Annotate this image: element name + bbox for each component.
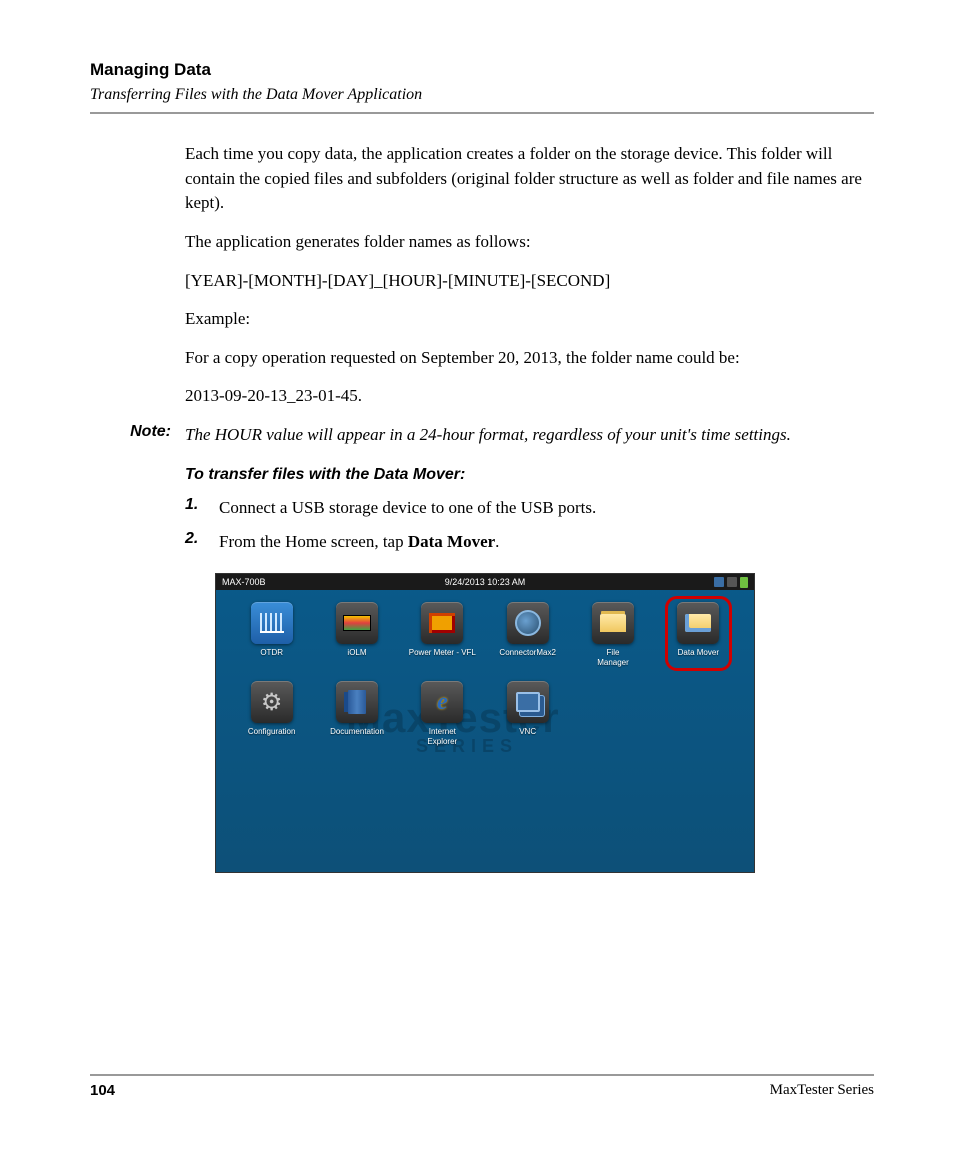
device-statusbar: MAX-700B 9/24/2013 10:23 AM [216,574,754,590]
app-icon-config[interactable]: ⚙ Configuration [234,681,309,746]
device-model-label: MAX-700B [222,577,266,587]
step-row: 1. Connect a USB storage device to one o… [185,496,874,521]
power-icon [421,602,463,644]
section-subtitle: Transferring Files with the Data Mover A… [90,86,874,104]
step-text: From the Home screen, tap Data Mover. [219,530,499,555]
battery-icon [740,577,748,588]
step-text-post: . [495,532,499,551]
app-icon-otdr[interactable]: OTDR [234,602,309,667]
app-icon-file[interactable]: File Manager [575,602,650,667]
data-icon [677,602,719,644]
app-icon-label: OTDR [234,648,309,658]
app-icon-doc[interactable]: Documentation [319,681,394,746]
app-icon-data[interactable]: Data Mover [661,602,736,667]
device-datetime: 9/24/2013 10:23 AM [216,577,754,587]
ie-icon [421,681,463,723]
app-icon-label: VNC [490,727,565,737]
file-icon [592,602,634,644]
app-icon-label: File Manager [575,648,650,667]
iolm-icon [336,602,378,644]
embedded-screenshot: MAX-700B 9/24/2013 10:23 AM MaxTester SE… [215,573,874,873]
page-footer: 104 MaxTester Series [90,1074,874,1099]
app-icon-iolm[interactable]: iOLM [319,602,394,667]
app-icon-grid: OTDR iOLM Power Meter - VFL ConnectorMax2 Fi… [234,602,736,746]
app-icon-label: Data Mover [661,648,736,658]
paragraph: Each time you copy data, the application… [185,142,874,216]
procedure-title: To transfer files with the Data Mover: [185,466,874,484]
note-text: The HOUR value will appear in a 24-hour … [185,423,874,448]
doc-icon [336,681,378,723]
vnc-icon [507,681,549,723]
paragraph: 2013-09-20-13_23-01-45. [185,384,874,409]
status-indicator-icon [727,577,737,587]
status-indicator-icon [714,577,724,587]
app-icon-vnc[interactable]: VNC [490,681,565,746]
app-icon-label: Power Meter - VFL [405,648,480,658]
app-icon-label: Internet Explorer [405,727,480,746]
step-row: 2. From the Home screen, tap Data Mover. [185,530,874,555]
header-rule [90,112,874,114]
app-icon-label: iOLM [319,648,394,658]
paragraph: For a copy operation requested on Septem… [185,346,874,371]
note-label: Note: [90,423,185,448]
paragraph: Example: [185,307,874,332]
step-text-pre: From the Home screen, tap [219,532,408,551]
chapter-title: Managing Data [90,60,874,80]
note-block: Note: The HOUR value will appear in a 24… [90,423,874,448]
config-icon: ⚙ [251,681,293,723]
app-icon-ie[interactable]: Internet Explorer [405,681,480,746]
conn-icon [507,602,549,644]
body-content: Each time you copy data, the application… [185,142,874,409]
step-text-bold: Data Mover [408,532,495,551]
paragraph: [YEAR]-[MONTH]-[DAY]_[HOUR]-[MINUTE]-[SE… [185,269,874,294]
otdr-icon [251,602,293,644]
page-number: 104 [90,1082,115,1099]
app-icon-label: Configuration [234,727,309,737]
app-icon-power[interactable]: Power Meter - VFL [405,602,480,667]
app-icon-label: Documentation [319,727,394,737]
step-text: Connect a USB storage device to one of t… [219,496,596,521]
step-number: 1. [185,496,219,521]
app-icon-conn[interactable]: ConnectorMax2 [490,602,565,667]
app-icon-label: ConnectorMax2 [490,648,565,658]
footer-series: MaxTester Series [770,1082,874,1099]
paragraph: The application generates folder names a… [185,230,874,255]
step-number: 2. [185,530,219,555]
